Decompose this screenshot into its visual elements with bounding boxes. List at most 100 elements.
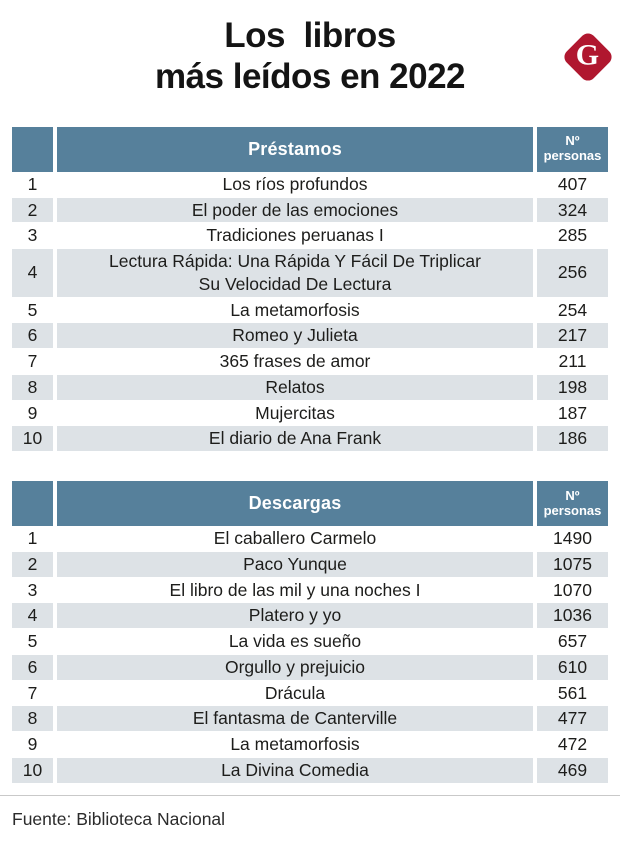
title-cell: El libro de las mil y una noches I	[169, 579, 421, 600]
table-row: 10 La Divina Comedia 469	[12, 757, 608, 784]
rank-cell: 2	[12, 197, 53, 223]
table-row: 10 El diario de Ana Frank 186	[12, 426, 608, 453]
rank-cell: 6	[12, 654, 53, 680]
infographic-page: Los libros más leídos en 2022 G Préstamo…	[0, 16, 620, 784]
title-cell: Los ríos profundos	[222, 173, 368, 194]
persons-header-line-1: Nº	[565, 487, 580, 503]
table-body: 1 Los ríos profundos 407 2 El poder de l…	[12, 172, 608, 453]
source-text: Fuente: Biblioteca Nacional	[12, 808, 226, 829]
logo-diamond-icon: G	[561, 30, 615, 84]
value-cell: 610	[537, 654, 608, 680]
table-row: 3 Tradiciones peruanas I 285	[12, 223, 608, 250]
rank-cell: 5	[27, 631, 38, 651]
title-cell: Orgullo y prejuicio	[57, 654, 533, 680]
value-cell: 561	[557, 682, 588, 703]
value-cell: 407	[557, 173, 588, 194]
table-row: 7 365 frases de amor 211	[12, 349, 608, 375]
rank-cell: 4	[12, 603, 53, 629]
table-prestamos: Préstamos Nº personas 1 Los ríos profund…	[12, 126, 608, 453]
value-cell: 187	[557, 402, 588, 423]
rank-cell: 7	[27, 682, 38, 703]
title-cell: La vida es sueño	[228, 631, 362, 652]
title-cell: El fantasma de Canterville	[57, 706, 533, 732]
logo-letter: G	[576, 38, 600, 72]
table-row: 5 La vida es sueño 657	[12, 629, 608, 655]
table-row: 8 Relatos 198	[12, 374, 608, 401]
table-row: 1 El caballero Carmelo 1490	[12, 526, 608, 552]
rank-cell: 1	[27, 173, 38, 194]
page-title: Los libros más leídos en 2022	[12, 16, 608, 98]
title-cell: Platero y yo	[57, 603, 533, 629]
table-title: Préstamos	[57, 126, 533, 172]
persons-header-line-2: personas	[543, 502, 602, 518]
value-cell: 186	[537, 426, 608, 452]
table-row: 3 El libro de las mil y una noches I 107…	[12, 578, 608, 604]
rank-cell: 7	[27, 351, 38, 371]
table-row: 9 La metamorfosis 472	[12, 732, 608, 758]
persons-header-line-2: personas	[543, 148, 602, 164]
table-row: 8 El fantasma de Canterville 477	[12, 706, 608, 733]
title-line-2: más leídos en 2022	[154, 56, 466, 96]
table-title: Descargas	[57, 481, 533, 527]
rank-cell: 5	[27, 299, 38, 320]
value-cell: 469	[537, 757, 608, 783]
rank-cell: 1	[27, 528, 38, 548]
title-cell: La Divina Comedia	[57, 757, 533, 783]
table-row: 1 Los ríos profundos 407	[12, 172, 608, 198]
table-row: 4 Platero y yo 1036	[12, 603, 608, 630]
value-cell: 657	[557, 631, 588, 651]
value-cell: 285	[557, 225, 588, 246]
rank-cell: 6	[12, 323, 53, 349]
title-cell: Lectura Rápida: Una Rápida Y Fácil De Tr…	[57, 249, 533, 297]
title-cell: Drácula	[264, 682, 326, 703]
title-cell: El poder de las emociones	[57, 197, 533, 223]
rank-cell: 3	[27, 579, 38, 600]
persons-header-line-1: Nº	[565, 133, 580, 149]
value-cell: 211	[558, 351, 587, 371]
value-cell: 1075	[537, 551, 608, 577]
rank-header-cell	[12, 126, 53, 172]
rank-cell: 8	[12, 374, 53, 400]
table-row: 7 Drácula 561	[12, 681, 608, 707]
table-row: 6 Romeo y Julieta 217	[12, 323, 608, 350]
value-cell: 1490	[553, 528, 592, 548]
rank-cell: 4	[12, 249, 53, 297]
title-cell: El diario de Ana Frank	[57, 426, 533, 452]
table-row: 5 La metamorfosis 254	[12, 298, 608, 324]
value-cell: 477	[537, 706, 608, 732]
title-cell: 365 frases de amor	[219, 351, 371, 372]
value-cell: 324	[537, 197, 608, 223]
title-cell: El caballero Carmelo	[213, 528, 377, 549]
value-cell: 472	[557, 734, 588, 754]
rank-cell: 10	[12, 426, 53, 452]
rank-cell: 9	[27, 734, 38, 754]
rank-cell: 2	[12, 551, 53, 577]
title-cell: Tradiciones peruanas I	[206, 225, 384, 246]
table-body: 1 El caballero Carmelo 1490 2 Paco Yunqu…	[12, 526, 608, 784]
rank-cell: 10	[12, 757, 53, 783]
value-cell: 254	[557, 299, 588, 320]
persons-header-cell: Nº personas	[537, 126, 608, 172]
value-cell: 217	[537, 323, 608, 349]
rank-cell: 3	[27, 225, 38, 246]
table-row: 2 El poder de las emociones 324	[12, 197, 608, 224]
title-cell: Romeo y Julieta	[57, 323, 533, 349]
rank-header-cell	[12, 481, 53, 527]
value-cell: 256	[537, 249, 608, 297]
title-cell: Paco Yunque	[57, 551, 533, 577]
title-cell: La metamorfosis	[230, 299, 360, 320]
persons-header-cell: Nº personas	[537, 481, 608, 527]
title-cell: La metamorfosis	[230, 734, 360, 755]
table-row: 6 Orgullo y prejuicio 610	[12, 654, 608, 681]
title-line-1: Los libros	[224, 16, 396, 55]
title-cell: Mujercitas	[255, 402, 335, 423]
title-cell: Relatos	[57, 374, 533, 400]
table-row: 2 Paco Yunque 1075	[12, 551, 608, 578]
footer-divider	[0, 794, 620, 796]
table-header-row: Préstamos Nº personas	[12, 126, 608, 172]
table-descargas: Descargas Nº personas 1 El caballero Car…	[12, 481, 608, 784]
gestion-logo: G	[560, 29, 616, 85]
rank-cell: 8	[12, 706, 53, 732]
table-header-row: Descargas Nº personas	[12, 481, 608, 527]
value-cell: 198	[537, 374, 608, 400]
